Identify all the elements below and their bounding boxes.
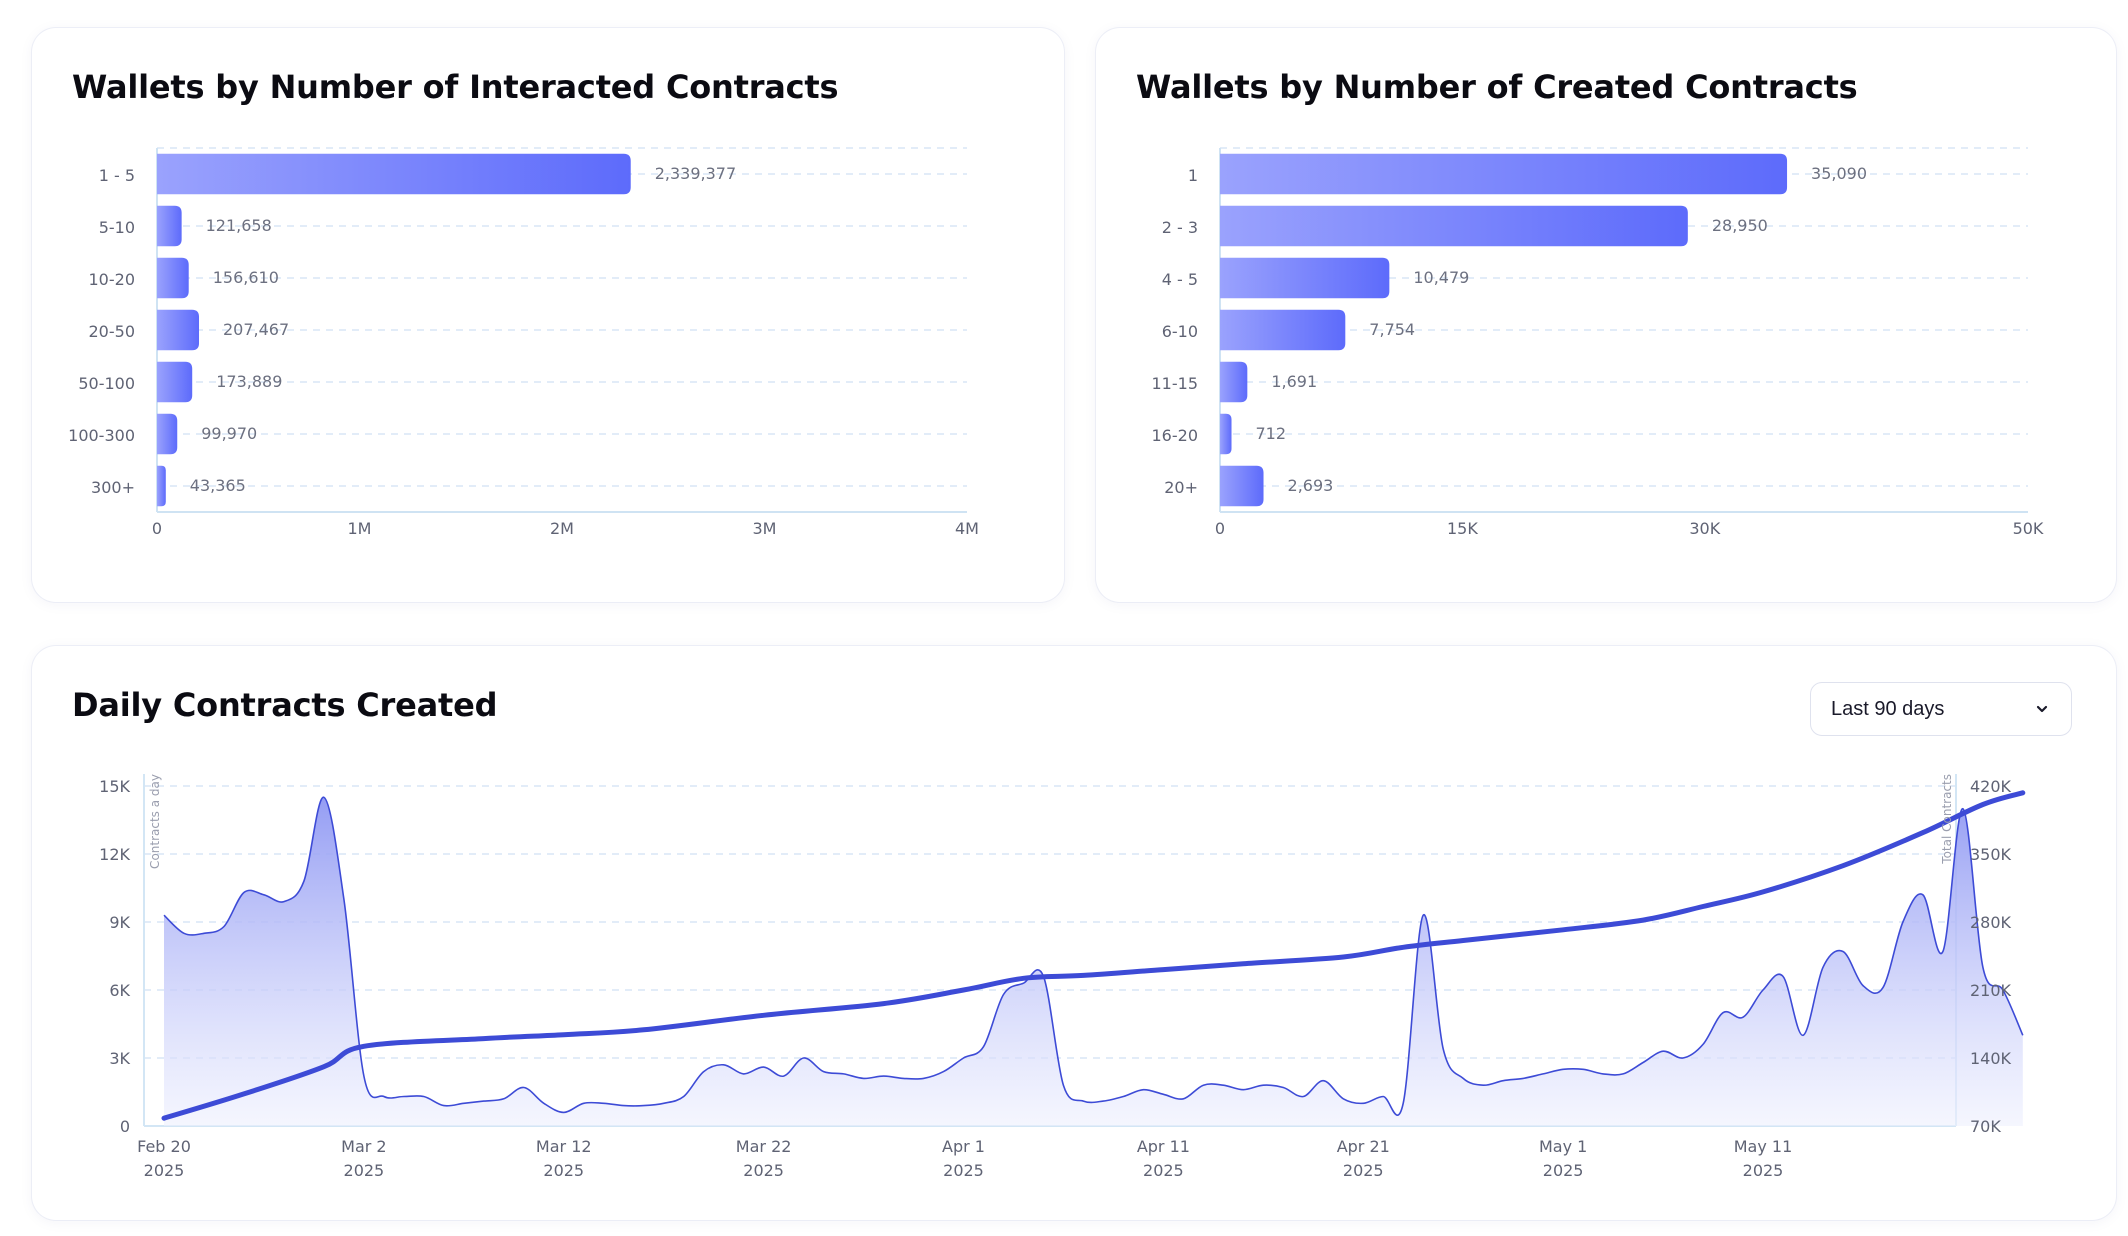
category-label: 16-20 [1152,426,1199,445]
category-label: 11-15 [1152,374,1199,393]
x-tick-label: 4M [955,519,979,538]
data-label: 2,339,377 [655,164,736,183]
bar [157,309,200,351]
x-tick-label: 50K [2013,519,2044,538]
bar [157,413,178,455]
y-tick-label-left: 12K [99,845,130,864]
category-label: 20-50 [89,322,136,341]
x-tick-year: 2025 [1543,1161,1584,1180]
x-tick-label: May 1 [1539,1137,1587,1156]
daily-line [163,796,2024,1116]
y-tick-label-left: 0 [120,1117,130,1136]
x-tick-label: 1M [348,519,372,538]
y-tick-label-right: 420K [1970,777,2012,796]
category-label: 4 - 5 [1162,270,1198,289]
category-label: 6-10 [1162,322,1198,341]
x-tick-label: Mar 22 [736,1137,792,1156]
data-label: 173,889 [216,372,282,391]
data-label: 712 [1256,424,1287,443]
x-tick-year: 2025 [144,1161,185,1180]
data-label: 7,754 [1369,320,1415,339]
y-tick-label-left: 15K [99,777,130,796]
x-tick-label: 0 [152,519,162,538]
x-tick-label: 15K [1447,519,1478,538]
x-tick-label: 3M [753,519,777,538]
y-axis-title-right: Total Contracts [1940,774,1954,865]
bar [157,361,193,403]
category-label: 10-20 [89,270,136,289]
bar [1220,465,1264,507]
category-label: 1 - 5 [99,166,135,185]
bar [1220,413,1232,455]
category-label: 5-10 [99,218,135,237]
data-label: 35,090 [1811,164,1867,183]
bar [157,205,182,247]
category-label: 100-300 [68,426,135,445]
bar [1220,361,1248,403]
category-label: 2 - 3 [1162,218,1198,237]
bar [157,465,166,507]
x-tick-label: Apr 1 [942,1137,985,1156]
bar [157,153,631,195]
data-label: 207,467 [223,320,289,339]
y-tick-label-right: 140K [1970,1049,2012,1068]
x-tick-label: Apr 21 [1337,1137,1390,1156]
x-tick-label: Mar 2 [341,1137,386,1156]
category-label: 1 [1188,166,1198,185]
x-tick-label: May 11 [1734,1137,1793,1156]
y-tick-label-right: 210K [1970,981,2012,1000]
time-range-value: Last 90 days [1831,697,1945,720]
x-tick-label: 0 [1215,519,1225,538]
bar [1220,257,1390,299]
x-tick-year: 2025 [1343,1161,1384,1180]
y-tick-label-right: 70K [1970,1117,2001,1136]
data-label: 2,693 [1288,476,1334,495]
category-label: 300+ [91,478,135,497]
chevron-down-icon [2036,705,2048,713]
x-tick-label: Apr 11 [1137,1137,1190,1156]
total-line [161,790,2026,1121]
chart-title: Wallets by Number of Created Contracts [1136,68,1858,106]
time-range-select[interactable]: Last 90 days [1810,682,2072,736]
chart-title: Daily Contracts Created [72,686,498,724]
chart-title: Wallets by Number of Interacted Contract… [72,68,839,106]
interacted-contracts-card: Wallets by Number of Interacted Contract… [32,28,1064,602]
created-contracts-card: Wallets by Number of Created Contracts 1… [1096,28,2116,602]
bar [1220,309,1346,351]
bar [1220,205,1688,247]
y-tick-label-left: 6K [109,981,130,1000]
x-tick-label: 2M [550,519,574,538]
daily-contracts-card: Daily Contracts Created Last 90 days 0 3K… [32,646,2116,1220]
data-label: 99,970 [201,424,257,443]
category-label: 50-100 [78,374,135,393]
x-tick-label: Mar 12 [536,1137,592,1156]
created-contracts-chart: 1 35,090 2 - 3 28,950 4 - 5 10,479 6-10 7,754 11… [1152,147,2044,538]
y-tick-label-right: 280K [1970,913,2012,932]
x-tick-label: Feb 20 [137,1137,191,1156]
daily-contracts-chart: 0 3K 6K 9K 12K 15K 70K 140K 210K 280K 350K 420K Cont… [99,774,2026,1180]
category-label: 20+ [1164,478,1198,497]
x-tick-year: 2025 [943,1161,984,1180]
y-tick-label-left: 3K [109,1049,130,1068]
x-tick-year: 2025 [543,1161,584,1180]
data-label: 156,610 [213,268,279,287]
x-tick-year: 2025 [344,1161,385,1180]
data-label: 121,658 [206,216,272,235]
y-tick-label-left: 9K [109,913,130,932]
data-label: 43,365 [190,476,246,495]
x-tick-year: 2025 [1143,1161,1184,1180]
data-label: 1,691 [1271,372,1317,391]
y-tick-label-right: 350K [1970,845,2012,864]
y-axis-title-left: Contracts a day [148,774,162,869]
daily-area [164,797,2023,1126]
data-label: 28,950 [1712,216,1768,235]
bar [1220,153,1788,195]
x-tick-year: 2025 [743,1161,784,1180]
interacted-contracts-chart: 1 - 5 2,339,377 5-10 121,658 10-20 156,610 20-… [68,147,979,538]
data-label: 10,479 [1413,268,1469,287]
bar [157,257,189,299]
x-tick-year: 2025 [1743,1161,1784,1180]
x-tick-label: 30K [1689,519,1720,538]
